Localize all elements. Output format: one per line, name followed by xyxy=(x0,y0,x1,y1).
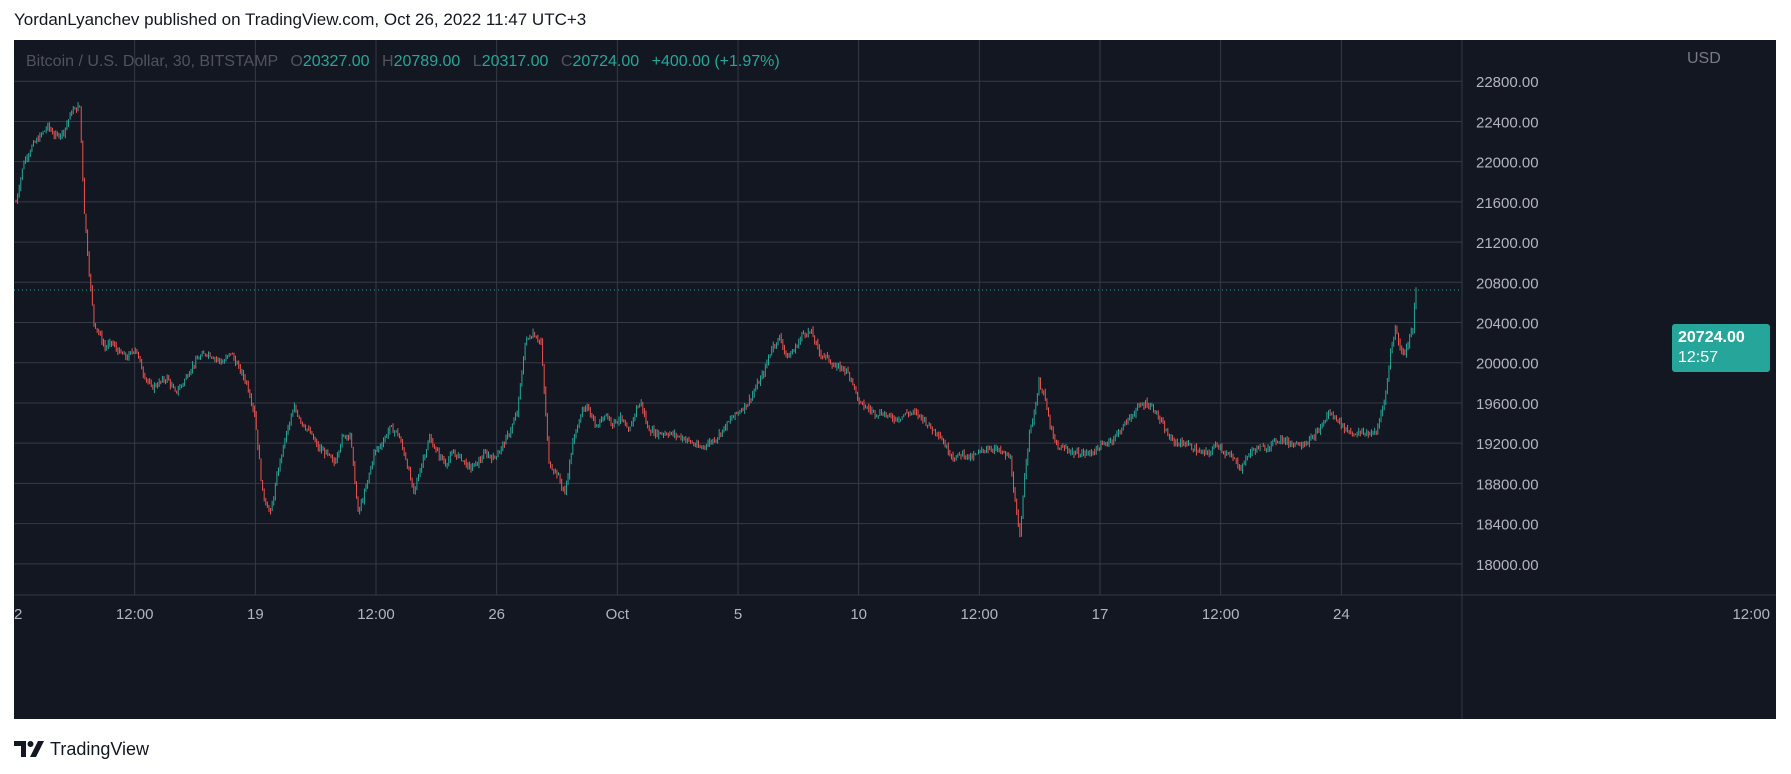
x-tick-label: 5 xyxy=(734,606,742,623)
legend-close: 20724.00 xyxy=(572,53,640,70)
candles xyxy=(14,102,1462,538)
y-tick-label: 20000.00 xyxy=(1476,356,1539,373)
x-tick-label: 19 xyxy=(247,606,264,623)
legend-change: +400.00 (+1.97%) xyxy=(651,53,780,70)
chart-legend: Bitcoin / U.S. Dollar, 30, BITSTAMP O203… xyxy=(26,53,780,71)
legend-symbol[interactable]: Bitcoin / U.S. Dollar, 30, BITSTAMP xyxy=(26,53,278,70)
last-price-value: 20724.00 xyxy=(1678,329,1745,346)
x-tick-label: 10 xyxy=(850,606,867,623)
chart-panel[interactable]: 18000.00 18400.00 18800.00 19200.00 19600.00… xyxy=(14,40,1776,719)
tradingview-logo-icon xyxy=(14,741,44,757)
y-tick-label: 18400.00 xyxy=(1476,517,1539,534)
currency-label[interactable]: USD xyxy=(1687,50,1721,67)
grid-lines xyxy=(14,40,1462,595)
y-tick-label: 19200.00 xyxy=(1476,436,1539,453)
last-price-tag: 20724.00 12:57 xyxy=(1672,324,1770,372)
y-tick-label: 18000.00 xyxy=(1476,557,1539,574)
legend-open: 20327.00 xyxy=(302,53,370,70)
y-tick-label: 22400.00 xyxy=(1476,114,1539,131)
y-tick-label: 20400.00 xyxy=(1476,316,1539,333)
published-byline: YordanLyanchev published on TradingView.… xyxy=(14,10,587,29)
axes: 18000.00 18400.00 18800.00 19200.00 19600.00… xyxy=(14,40,1776,719)
brand-name: TradingView xyxy=(50,738,150,759)
x-tick-label: 12:00 xyxy=(357,606,395,623)
legend-close-label: C xyxy=(560,53,573,70)
tradingview-brand[interactable]: TradingView xyxy=(14,738,149,760)
y-tick-label: 18800.00 xyxy=(1476,476,1539,493)
y-tick-label: 22800.00 xyxy=(1476,74,1539,91)
bar-countdown: 12:57 xyxy=(1678,349,1719,366)
legend-low: 20317.00 xyxy=(481,53,549,70)
y-tick-label: 19600.00 xyxy=(1476,396,1539,413)
y-tick-label: 21600.00 xyxy=(1476,195,1539,212)
x-tick-label: 17 xyxy=(1092,606,1109,623)
y-tick-label: 21200.00 xyxy=(1476,235,1539,252)
x-tick-label: Oct xyxy=(606,606,630,623)
legend-high: 20789.00 xyxy=(393,53,461,70)
price-chart[interactable]: 18000.00 18400.00 18800.00 19200.00 19600.00… xyxy=(14,40,1776,719)
legend-low-label: L xyxy=(472,53,482,70)
legend-open-label: O xyxy=(290,53,303,70)
y-tick-label: 20800.00 xyxy=(1476,275,1539,292)
x-tick-label: 12:00 xyxy=(1202,606,1240,623)
legend-high-label: H xyxy=(382,53,394,70)
x-tick-label: 12:00 xyxy=(1732,606,1770,623)
x-tick-label: 12:00 xyxy=(961,606,999,623)
x-tick-label: 2 xyxy=(14,606,22,623)
x-tick-label: 12:00 xyxy=(116,606,154,623)
x-tick-label: 26 xyxy=(488,606,505,623)
x-tick-label: 24 xyxy=(1333,606,1350,623)
y-tick-label: 22000.00 xyxy=(1476,155,1539,172)
